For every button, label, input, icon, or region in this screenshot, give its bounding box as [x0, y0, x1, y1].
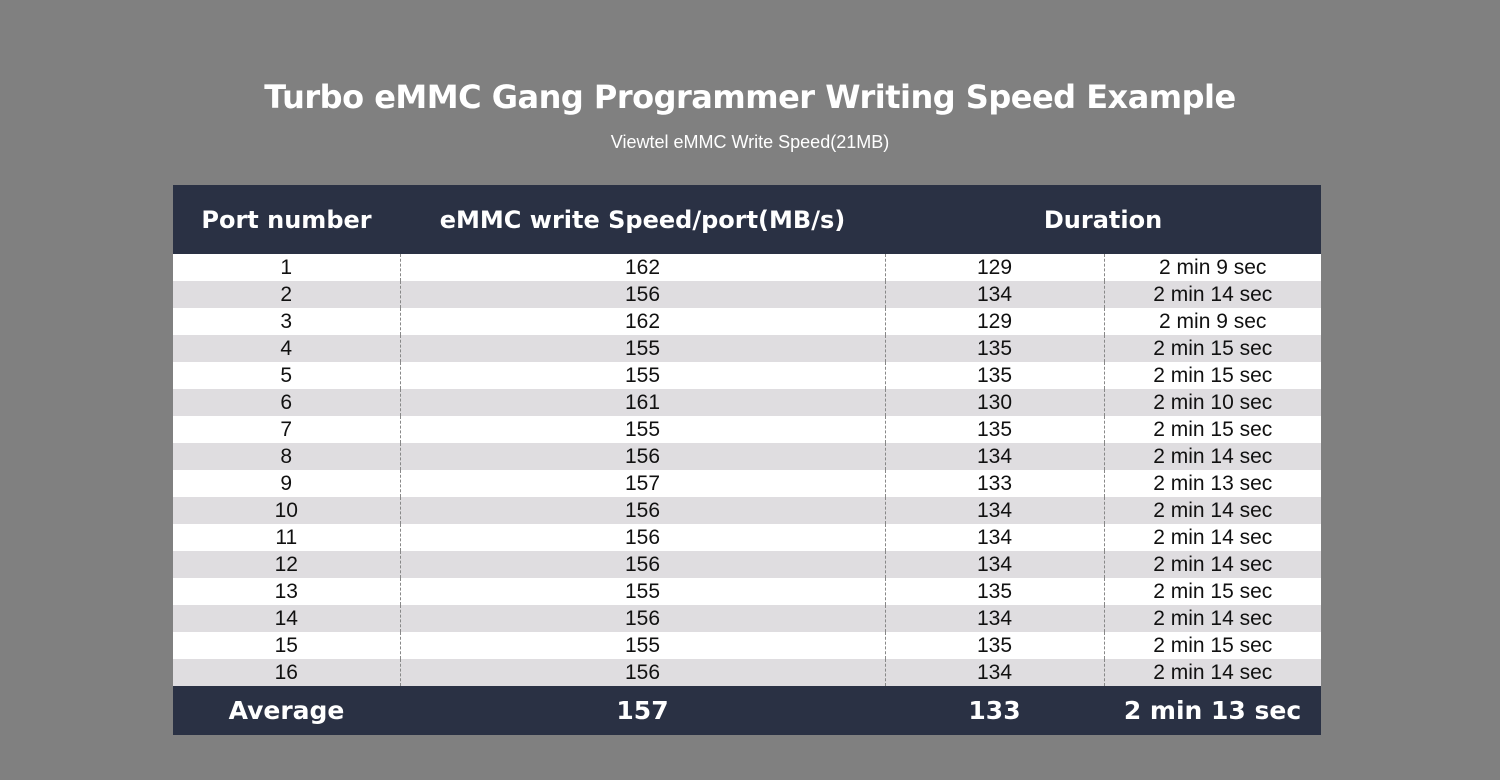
table-row: 3 162 129 2 min 9 sec: [173, 308, 1321, 335]
table-row: 9 157 133 2 min 13 sec: [173, 470, 1321, 497]
table-row: 2 156 134 2 min 14 sec: [173, 281, 1321, 308]
seconds-cell: 135: [884, 416, 1104, 443]
write-speed-cell: 162: [399, 254, 885, 281]
table-row: 10 156 134 2 min 14 sec: [173, 497, 1321, 524]
write-speed-cell: 161: [399, 389, 885, 416]
port-number-cell: 16: [173, 659, 400, 686]
seconds-cell: 133: [884, 470, 1104, 497]
seconds-cell: 134: [884, 524, 1104, 551]
speed-table: Port number eMMC write Speed/port(MB/s) …: [173, 185, 1321, 735]
table-row: 5 155 135 2 min 15 sec: [173, 362, 1321, 389]
seconds-cell: 129: [884, 308, 1104, 335]
duration-cell: 2 min 15 sec: [1103, 632, 1321, 659]
duration-cell: 2 min 14 sec: [1103, 551, 1321, 578]
write-speed-cell: 156: [399, 659, 885, 686]
port-number-cell: 7: [173, 416, 400, 443]
average-speed: 157: [400, 686, 885, 735]
duration-cell: 2 min 9 sec: [1103, 254, 1321, 281]
port-number-cell: 12: [173, 551, 400, 578]
seconds-cell: 134: [884, 281, 1104, 308]
write-speed-cell: 156: [399, 443, 885, 470]
port-number-cell: 4: [173, 335, 400, 362]
port-number-cell: 15: [173, 632, 400, 659]
port-number-cell: 14: [173, 605, 400, 632]
seconds-cell: 134: [884, 443, 1104, 470]
port-number-cell: 1: [173, 254, 400, 281]
write-speed-cell: 156: [399, 281, 885, 308]
write-speed-cell: 156: [399, 605, 885, 632]
duration-cell: 2 min 15 sec: [1103, 578, 1321, 605]
seconds-cell: 130: [884, 389, 1104, 416]
write-speed-cell: 155: [399, 362, 885, 389]
table-row: 12 156 134 2 min 14 sec: [173, 551, 1321, 578]
average-duration: 2 min 13 sec: [1104, 686, 1321, 735]
table-row: 15 155 135 2 min 15 sec: [173, 632, 1321, 659]
port-number-cell: 5: [173, 362, 400, 389]
table-row: 14 156 134 2 min 14 sec: [173, 605, 1321, 632]
duration-cell: 2 min 15 sec: [1103, 335, 1321, 362]
average-row: Average 157 133 2 min 13 sec: [173, 686, 1321, 735]
write-speed-cell: 155: [399, 335, 885, 362]
seconds-cell: 129: [884, 254, 1104, 281]
duration-cell: 2 min 9 sec: [1103, 308, 1321, 335]
table-row: 8 156 134 2 min 14 sec: [173, 443, 1321, 470]
write-speed-cell: 155: [399, 578, 885, 605]
duration-cell: 2 min 14 sec: [1103, 443, 1321, 470]
write-speed-cell: 157: [399, 470, 885, 497]
duration-cell: 2 min 14 sec: [1103, 524, 1321, 551]
seconds-cell: 135: [884, 362, 1104, 389]
write-speed-cell: 156: [399, 497, 885, 524]
duration-cell: 2 min 14 sec: [1103, 605, 1321, 632]
page-title: Turbo eMMC Gang Programmer Writing Speed…: [264, 78, 1236, 116]
seconds-cell: 134: [884, 497, 1104, 524]
table-row: 13 155 135 2 min 15 sec: [173, 578, 1321, 605]
seconds-cell: 135: [884, 335, 1104, 362]
port-number-cell: 6: [173, 389, 400, 416]
duration-cell: 2 min 13 sec: [1103, 470, 1321, 497]
port-number-cell: 3: [173, 308, 400, 335]
seconds-cell: 134: [884, 605, 1104, 632]
duration-cell: 2 min 14 sec: [1103, 659, 1321, 686]
table-row: 16 156 134 2 min 14 sec: [173, 659, 1321, 686]
table-row: 7 155 135 2 min 15 sec: [173, 416, 1321, 443]
duration-cell: 2 min 14 sec: [1103, 281, 1321, 308]
duration-cell: 2 min 15 sec: [1103, 362, 1321, 389]
page-subtitle: Viewtel eMMC Write Speed(21MB): [610, 132, 890, 152]
port-number-cell: 11: [173, 524, 400, 551]
duration-cell: 2 min 14 sec: [1103, 497, 1321, 524]
port-number-cell: 2: [173, 281, 400, 308]
write-speed-cell: 156: [399, 524, 885, 551]
header-port-number: Port number: [173, 185, 400, 254]
average-seconds: 133: [885, 686, 1104, 735]
seconds-cell: 134: [884, 551, 1104, 578]
header-write-speed: eMMC write Speed/port(MB/s): [400, 185, 885, 254]
duration-cell: 2 min 10 sec: [1103, 389, 1321, 416]
table-row: 4 155 135 2 min 15 sec: [173, 335, 1321, 362]
seconds-cell: 135: [884, 632, 1104, 659]
write-speed-cell: 162: [399, 308, 885, 335]
table-row: 1 162 129 2 min 9 sec: [173, 254, 1321, 281]
header-duration: Duration: [885, 185, 1321, 254]
port-number-cell: 9: [173, 470, 400, 497]
table-row: 11 156 134 2 min 14 sec: [173, 524, 1321, 551]
duration-cell: 2 min 15 sec: [1103, 416, 1321, 443]
average-label: Average: [173, 686, 400, 735]
write-speed-cell: 156: [399, 551, 885, 578]
seconds-cell: 135: [884, 578, 1104, 605]
write-speed-cell: 155: [399, 632, 885, 659]
port-number-cell: 8: [173, 443, 400, 470]
table-row: 6 161 130 2 min 10 sec: [173, 389, 1321, 416]
header-row: Port number eMMC write Speed/port(MB/s) …: [173, 185, 1321, 254]
write-speed-cell: 155: [399, 416, 885, 443]
port-number-cell: 10: [173, 497, 400, 524]
seconds-cell: 134: [884, 659, 1104, 686]
port-number-cell: 13: [173, 578, 400, 605]
